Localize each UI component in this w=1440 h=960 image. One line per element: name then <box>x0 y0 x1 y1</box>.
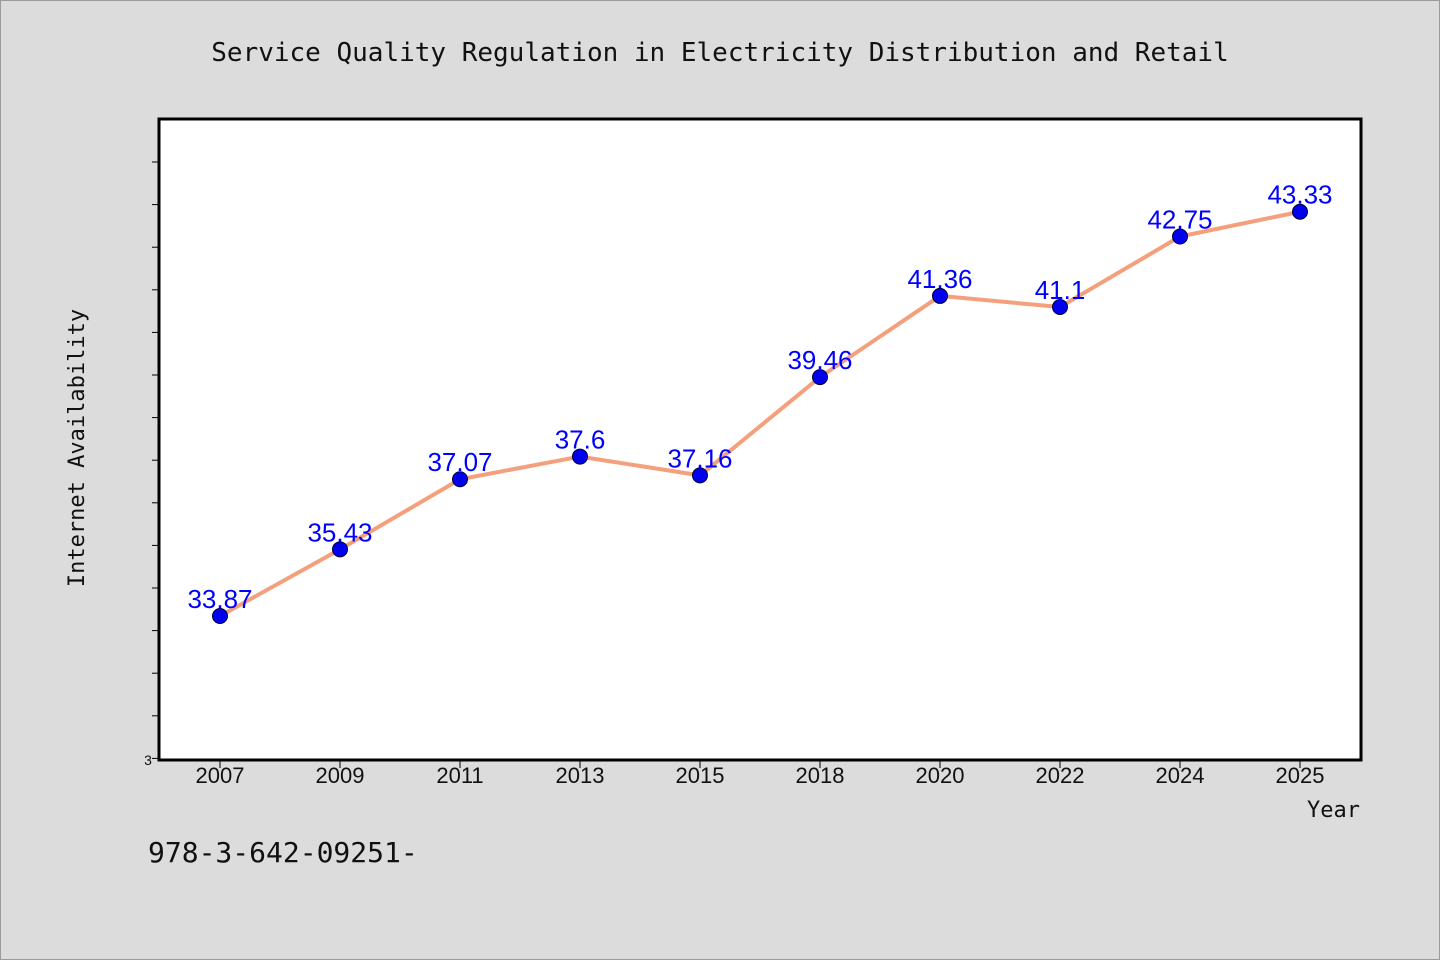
data-point <box>692 467 708 484</box>
x-tick-label: 2007 <box>196 763 245 788</box>
chart-title: Service Quality Regulation in Electricit… <box>211 38 1228 68</box>
data-point <box>1172 228 1188 245</box>
data-point <box>212 607 228 624</box>
data-point <box>1292 203 1308 220</box>
x-tick-label: 2025 <box>1276 763 1325 788</box>
y-axis-min-label: 3 <box>144 752 152 768</box>
x-axis-title: Year <box>1307 798 1360 823</box>
x-tick-label: 2009 <box>316 763 365 788</box>
x-tick-label: 2018 <box>796 763 845 788</box>
x-tick-label: 2013 <box>556 763 605 788</box>
data-point <box>332 541 348 558</box>
y-axis-title: Internet Availability <box>65 309 90 587</box>
plot-area <box>157 117 1363 762</box>
series-line <box>219 209 1301 618</box>
x-tick-label: 2011 <box>436 763 483 788</box>
data-point <box>452 471 468 488</box>
data-point <box>812 369 828 386</box>
data-point <box>1052 299 1068 316</box>
footnote-text: 978-3-642-09251- <box>148 836 418 869</box>
data-point <box>572 448 588 465</box>
x-tick-label: 2022 <box>1036 763 1085 788</box>
x-tick-label: 2024 <box>1156 763 1205 788</box>
x-axis-ticks: 2007 2009 2011 2013 2015 2018 2020 2022 2024 2025 <box>196 760 1325 788</box>
x-tick-label: 2020 <box>916 763 965 788</box>
data-point <box>932 287 948 304</box>
x-tick-label: 2015 <box>676 763 725 788</box>
y-axis-ticks <box>152 161 159 759</box>
